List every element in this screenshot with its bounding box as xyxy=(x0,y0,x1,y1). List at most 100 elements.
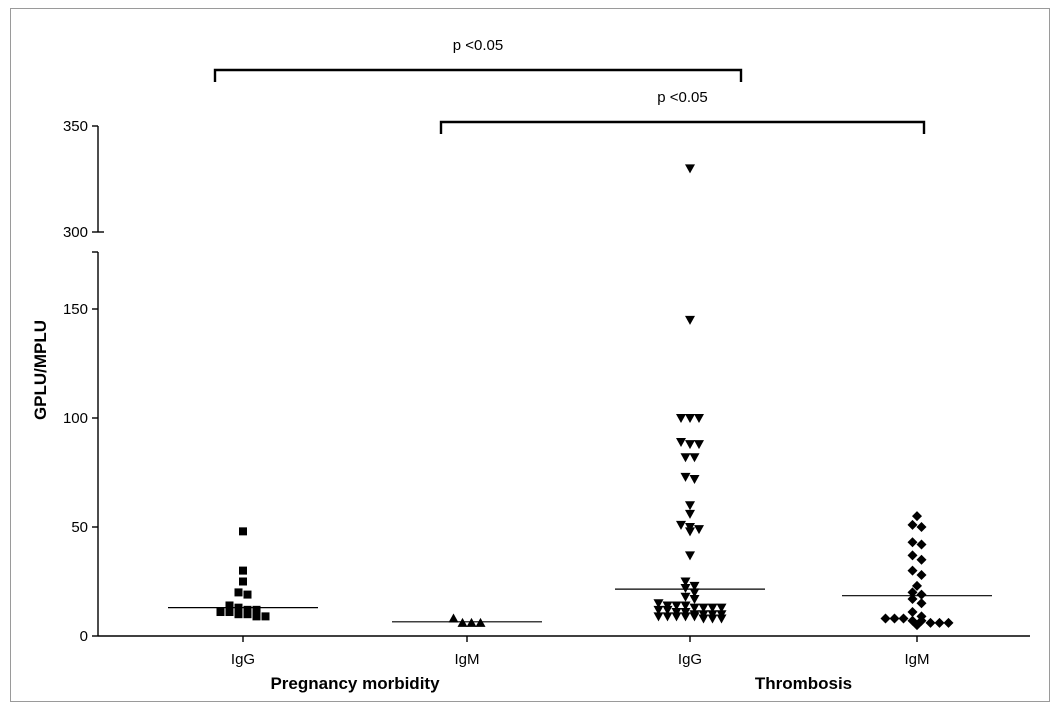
data-point-square xyxy=(239,566,247,575)
data-point-square xyxy=(234,610,243,619)
data-point-diamond xyxy=(912,620,922,631)
y-axis-label: GPLU/MPLU xyxy=(31,320,50,420)
data-point-triangle-down xyxy=(716,614,727,624)
data-point-diamond xyxy=(916,569,927,580)
significance-bracket xyxy=(439,120,926,134)
data-point-triangle-down xyxy=(694,414,704,423)
x-category-label: IgG xyxy=(678,651,702,668)
significance-label: p <0.05 xyxy=(657,89,707,106)
data-point-diamond xyxy=(907,550,918,561)
data-point-square xyxy=(243,590,252,599)
data-point-triangle-down xyxy=(689,581,700,591)
data-point-diamond xyxy=(907,565,918,576)
x-category-label: IgG xyxy=(231,651,255,668)
axis-layer: 0 50 100 150 300 350 IgG IgM IgG IgM Pregnancy mor… xyxy=(63,118,1030,693)
data-point-diamond xyxy=(925,617,936,628)
data-point-triangle-down xyxy=(689,588,700,598)
data-point-square xyxy=(243,605,252,614)
data-point-triangle-down xyxy=(680,592,691,602)
data-point-square xyxy=(261,612,270,621)
data-point-diamond xyxy=(907,519,918,530)
data-point-square xyxy=(252,605,261,614)
data-point-triangle-down xyxy=(685,527,695,537)
data-point-diamond xyxy=(907,593,918,604)
data-point-triangle-up xyxy=(448,613,459,623)
data-point-square xyxy=(239,577,247,586)
data-point-triangle-down xyxy=(653,599,664,609)
data-point-triangle-down xyxy=(662,612,673,622)
y-tick-label: 350 xyxy=(63,118,88,135)
y-tick-label: 150 xyxy=(63,301,88,318)
data-point-triangle-down xyxy=(698,614,709,624)
data-point-square xyxy=(243,610,252,619)
data-point-triangle-down xyxy=(680,453,691,463)
median-layer xyxy=(168,588,992,623)
data-point-square xyxy=(225,601,234,610)
data-point-diamond xyxy=(916,598,927,609)
data-point-diamond xyxy=(880,613,891,624)
x-category-label: IgM xyxy=(904,651,929,668)
y-tick-label: 50 xyxy=(71,519,88,536)
data-point-diamond xyxy=(912,511,922,522)
data-point-triangle-down xyxy=(685,164,695,174)
data-point-diamond xyxy=(916,589,927,600)
data-point-triangle-down xyxy=(685,315,695,325)
data-point-square xyxy=(252,612,261,621)
data-point-triangle-down xyxy=(685,414,695,423)
data-point-triangle-down xyxy=(694,525,704,535)
data-point-square xyxy=(225,608,234,617)
data-point-triangle-down xyxy=(698,603,709,613)
data-point-diamond xyxy=(916,522,927,532)
x-group-label: Pregnancy morbidity xyxy=(270,674,440,693)
data-point-diamond xyxy=(907,587,918,598)
data-point-diamond xyxy=(889,613,900,624)
data-point-triangle-down xyxy=(671,601,682,611)
data-point-diamond xyxy=(907,607,918,618)
data-point-triangle-down xyxy=(680,612,691,622)
points-layer xyxy=(216,164,954,631)
significance-bracket xyxy=(213,68,743,82)
data-point-square xyxy=(239,527,247,536)
data-point-triangle-down xyxy=(716,603,727,613)
data-point-triangle-down xyxy=(685,501,695,511)
data-point-diamond xyxy=(912,580,922,591)
data-point-triangle-down xyxy=(676,414,686,423)
data-point-triangle-down xyxy=(694,440,704,450)
annotation-layer: p <0.05 p <0.05 xyxy=(213,37,926,134)
data-point-diamond xyxy=(916,554,927,565)
data-point-triangle-down xyxy=(671,612,682,622)
y-tick-label: 0 xyxy=(80,628,88,645)
data-point-triangle-down xyxy=(653,605,664,615)
x-group-label: Thrombosis xyxy=(755,674,852,693)
data-point-square xyxy=(216,608,225,617)
data-point-diamond xyxy=(943,617,954,628)
data-point-triangle-down xyxy=(689,612,700,622)
data-point-triangle-down xyxy=(653,612,664,622)
data-point-triangle-down xyxy=(689,594,700,604)
data-point-diamond xyxy=(898,613,909,624)
y-tick-label: 300 xyxy=(63,224,88,241)
y-tick-label: 100 xyxy=(63,410,88,427)
data-point-triangle-down xyxy=(689,475,700,485)
data-point-diamond xyxy=(934,617,945,628)
chart-frame xyxy=(10,8,1050,702)
data-point-triangle-down xyxy=(685,509,695,519)
data-point-triangle-down xyxy=(680,601,691,611)
data-point-triangle-down xyxy=(662,605,673,615)
data-point-triangle-down xyxy=(680,472,691,482)
x-category-label: IgM xyxy=(454,651,479,668)
data-point-diamond xyxy=(916,539,927,550)
data-point-triangle-down xyxy=(680,577,691,587)
data-point-triangle-down xyxy=(689,453,700,463)
data-point-square xyxy=(234,588,243,597)
data-point-triangle-down xyxy=(707,614,718,624)
data-point-diamond xyxy=(907,537,918,548)
data-point-triangle-down xyxy=(685,440,695,450)
data-point-triangle-down xyxy=(676,437,686,447)
data-point-triangle-down xyxy=(689,603,700,613)
data-point-triangle-down xyxy=(685,551,695,561)
data-point-triangle-down xyxy=(676,520,686,530)
significance-label: p <0.05 xyxy=(453,37,503,54)
data-point-triangle-down xyxy=(707,603,718,613)
